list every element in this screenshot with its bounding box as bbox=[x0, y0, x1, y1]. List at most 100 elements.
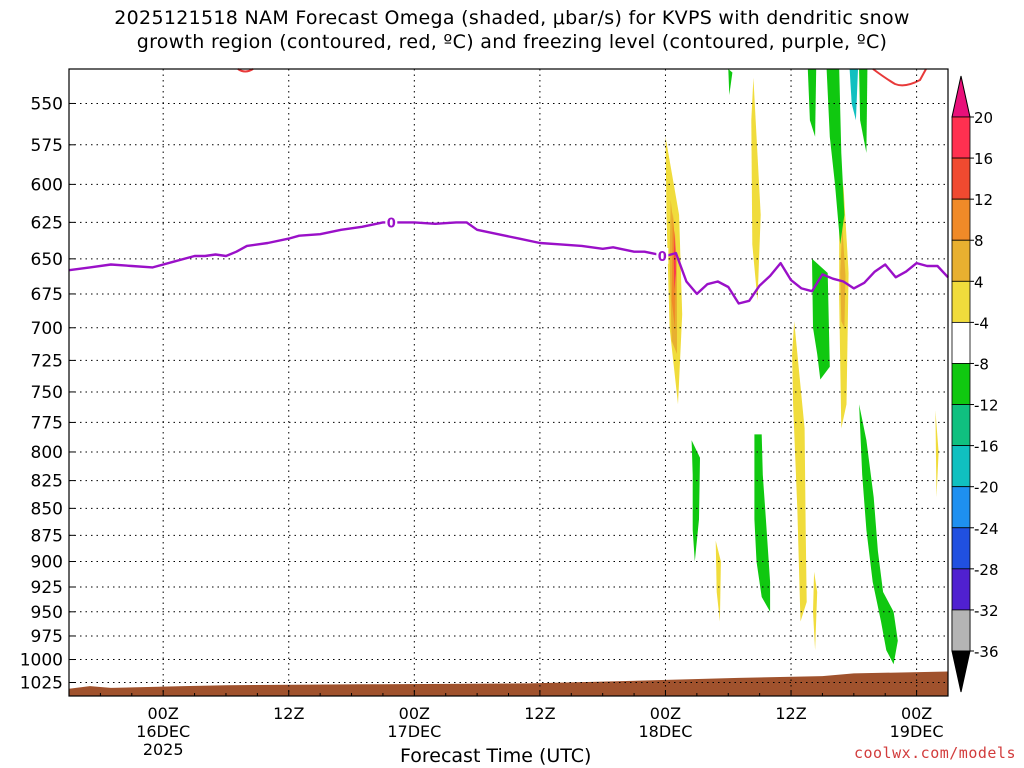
y-tick-label: 575 bbox=[31, 136, 63, 156]
y-tick-label: 725 bbox=[31, 351, 63, 371]
colorbar-segment bbox=[951, 404, 971, 447]
colorbar-label: 12 bbox=[974, 191, 993, 209]
x-tick-label: 18DEC bbox=[638, 722, 692, 741]
colorbar-label: -32 bbox=[974, 602, 999, 620]
omega-region-10 bbox=[813, 571, 818, 651]
y-tick-label: 650 bbox=[31, 250, 63, 270]
colorbar-segment bbox=[951, 116, 971, 159]
source-credit: coolwx.com/models bbox=[853, 744, 1016, 762]
x-tick-label: 19DEC bbox=[890, 722, 944, 741]
y-tick-label: 700 bbox=[31, 319, 63, 339]
omega-region-16 bbox=[807, 69, 817, 137]
omega-region-5 bbox=[792, 321, 807, 622]
colorbar-segment bbox=[951, 363, 971, 405]
colorbar-label: -24 bbox=[974, 520, 999, 538]
omega-region-19 bbox=[849, 69, 858, 121]
y-tick-label: 1000 bbox=[20, 651, 63, 671]
colorbar-label: 4 bbox=[974, 273, 984, 291]
x-tick-label: 17DEC bbox=[387, 722, 441, 741]
colorbar-label: -16 bbox=[974, 438, 999, 456]
x-tick-label: 00Z bbox=[399, 704, 430, 723]
dgz-contour-2 bbox=[872, 68, 927, 87]
colorbar-label: -12 bbox=[974, 397, 999, 415]
omega-region-4 bbox=[751, 77, 761, 301]
dendritic-growth-contours bbox=[237, 68, 927, 87]
y-tick-label: 925 bbox=[31, 578, 63, 598]
colorbar-segment bbox=[951, 280, 971, 323]
y-tick-label: 975 bbox=[31, 627, 63, 647]
y-tick-label: 550 bbox=[31, 94, 63, 114]
colorbar-arrow-bottom bbox=[951, 650, 971, 693]
x-tick-label: 00Z bbox=[901, 704, 932, 723]
colorbar-label: 20 bbox=[974, 109, 993, 127]
colorbar-label: -28 bbox=[974, 561, 999, 579]
colorbar-arrow-top bbox=[951, 75, 971, 118]
omega-region-7 bbox=[840, 226, 846, 328]
freezing-level-label: 0 bbox=[658, 250, 667, 265]
omega-region-18 bbox=[859, 69, 868, 153]
y-tick-label: 600 bbox=[31, 175, 63, 195]
colorbar-segment bbox=[951, 157, 971, 200]
colorbar-label: -8 bbox=[974, 355, 989, 373]
omega-region-14 bbox=[859, 404, 898, 665]
colorbar-segment bbox=[951, 198, 971, 241]
omega-region-13 bbox=[812, 258, 830, 380]
colorbar-segment bbox=[951, 445, 971, 488]
y-tick-label: 775 bbox=[31, 413, 63, 433]
colorbar-label: -20 bbox=[974, 479, 999, 497]
colorbar-label: -36 bbox=[974, 643, 999, 661]
omega-region-17 bbox=[826, 69, 845, 245]
title-line-1: 2025121518 NAM Forecast Omega (shaded, μ… bbox=[114, 7, 910, 29]
y-tick-label: 900 bbox=[31, 553, 63, 573]
colorbar-segment-last bbox=[951, 609, 971, 652]
omega-region-3 bbox=[673, 229, 676, 290]
y-tick-label: 875 bbox=[31, 526, 63, 546]
colorbar-segment bbox=[951, 486, 971, 529]
chart-title: 2025121518 NAM Forecast Omega (shaded, μ… bbox=[0, 6, 1024, 54]
colorbar-segment bbox=[951, 568, 971, 611]
y-tick-label: 850 bbox=[31, 499, 63, 519]
colorbar-label: -4 bbox=[974, 314, 989, 332]
grid-lines bbox=[69, 69, 948, 696]
x-tick-label: 16DEC bbox=[136, 722, 190, 741]
y-tick-label: 1025 bbox=[20, 673, 63, 693]
y-tick-label: 675 bbox=[31, 285, 63, 305]
colorbar-segment bbox=[951, 239, 971, 282]
ground-surface bbox=[69, 671, 948, 696]
colorbar-label: 16 bbox=[974, 150, 993, 168]
y-tick-label: 750 bbox=[31, 383, 63, 403]
omega-region-9 bbox=[935, 410, 939, 498]
colorbar-label: 8 bbox=[974, 232, 984, 250]
freezing-level-line bbox=[68, 221, 949, 305]
colorbar-segment bbox=[951, 321, 971, 364]
y-tick-label: 950 bbox=[31, 603, 63, 623]
x-tick-label: 00Z bbox=[148, 704, 179, 723]
x-tick-label: 00Z bbox=[650, 704, 681, 723]
freezing-level-label: 0 bbox=[387, 216, 396, 231]
freezing-level-contour: 00 bbox=[68, 214, 949, 305]
y-axis-ticks: 550 575 600 625 650 675 700 725 750 775 800 825 850 8… bbox=[20, 94, 75, 693]
y-tick-label: 825 bbox=[31, 472, 63, 492]
x-axis-title: Forecast Time (UTC) bbox=[400, 745, 592, 767]
x-tick-label: 12Z bbox=[775, 704, 806, 723]
y-tick-label: 800 bbox=[31, 443, 63, 463]
omega-region-11 bbox=[691, 440, 700, 562]
omega-region-12 bbox=[754, 434, 771, 612]
contour-label-bg bbox=[385, 214, 398, 231]
x-tick-label: 12Z bbox=[273, 704, 304, 723]
y-tick-label: 625 bbox=[31, 213, 63, 233]
dgz-contour-1 bbox=[237, 68, 254, 73]
colorbar-segment bbox=[951, 527, 971, 570]
x-tick-label: 2025 bbox=[143, 740, 184, 759]
title-line-2: growth region (contoured, red, ºC) and f… bbox=[136, 31, 888, 53]
colorbar: 20 16 12 8 4 -4 -8 -12 -16 -20 -24 -28 -32 -36 bbox=[951, 75, 999, 693]
omega-region-15 bbox=[728, 69, 733, 95]
omega-region-8 bbox=[715, 540, 721, 622]
omega-shaded-regions bbox=[665, 69, 939, 665]
x-tick-label: 12Z bbox=[524, 704, 555, 723]
omega-region-2 bbox=[671, 211, 676, 328]
ground-fill bbox=[69, 671, 948, 696]
contour-label-bg bbox=[656, 247, 669, 264]
